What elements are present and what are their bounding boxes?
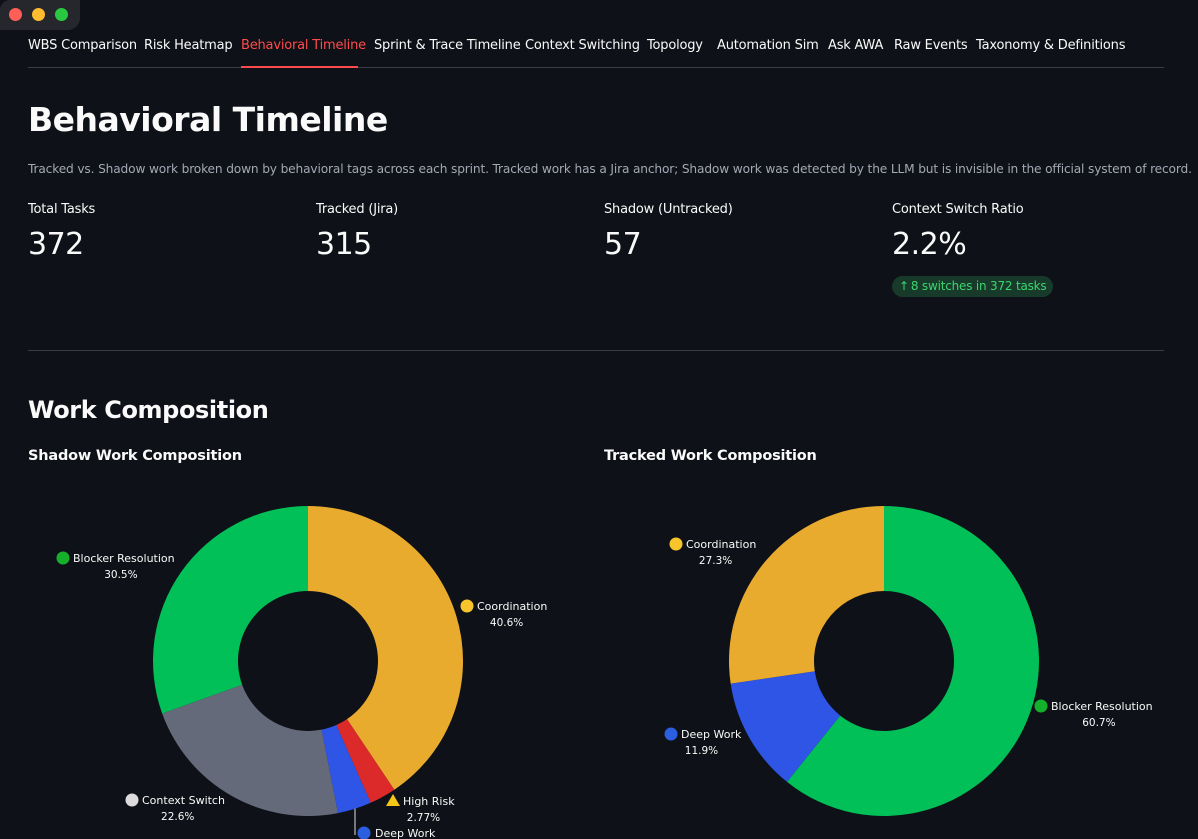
slice-context-switch[interactable] xyxy=(162,684,339,816)
tab-wbs-comparison[interactable]: WBS Comparison xyxy=(28,38,137,53)
slice-percent-coordination: 27.3% xyxy=(699,555,732,567)
tab-sprint-trace-timeline[interactable]: Sprint & Trace Timeline xyxy=(374,38,521,53)
metric-value: 372 xyxy=(28,227,84,262)
page-caption: Tracked vs. Shadow work broken down by b… xyxy=(28,162,1192,176)
slice-coordination[interactable] xyxy=(308,506,463,790)
tab-taxonomy-definitions[interactable]: Taxonomy & Definitions xyxy=(976,38,1126,53)
slice-percent-coordination: 40.6% xyxy=(490,617,523,629)
tab-automation-sim[interactable]: Automation Sim xyxy=(717,38,819,53)
warning-icon xyxy=(386,794,400,806)
metric-label: Total Tasks xyxy=(28,202,96,217)
slice-deep-work[interactable] xyxy=(730,671,841,782)
slice-percent-blocker-resolution: 30.5% xyxy=(104,569,137,581)
blue-circle-icon xyxy=(357,826,371,839)
metric-value: 57 xyxy=(604,227,642,262)
tab-raw-events[interactable]: Raw Events xyxy=(894,38,968,53)
slice-percent-context-switch: 22.6% xyxy=(161,811,194,823)
white-circle-icon xyxy=(125,793,139,807)
maximize-window-icon[interactable] xyxy=(55,8,68,21)
slice-label-context-switch: Context Switch xyxy=(142,794,225,807)
tab-topology[interactable]: Topology xyxy=(647,38,703,53)
metric-total-tasks: Total Tasks 372 xyxy=(28,202,95,262)
delta-text: 8 switches in 372 tasks xyxy=(910,279,1047,293)
shadow-chart-title: Shadow Work Composition xyxy=(28,448,242,464)
metric-label: Context Switch Ratio xyxy=(892,202,1024,217)
slice-label-deep-work: Deep Work xyxy=(375,827,436,839)
yellow-circle-icon xyxy=(460,599,474,613)
active-tab-indicator xyxy=(241,66,358,68)
tab-ask-awa[interactable]: Ask AWA xyxy=(828,38,884,53)
tab-behavioral-timeline[interactable]: Behavioral Timeline xyxy=(241,38,366,53)
page-title: Behavioral Timeline xyxy=(28,100,388,139)
metric-context-switch-ratio: Context Switch Ratio 2.2% xyxy=(892,202,1024,262)
metric-tracked: Tracked (Jira) 315 xyxy=(316,202,398,262)
yellow-circle-icon xyxy=(669,537,683,551)
close-window-icon[interactable] xyxy=(9,8,22,21)
tab-bar: WBS Comparison Risk Heatmap Behavioral T… xyxy=(28,28,1164,68)
tracked-chart-title: Tracked Work Composition xyxy=(604,448,817,464)
slice-label-blocker-resolution: Blocker Resolution xyxy=(73,552,175,565)
blue-circle-icon xyxy=(664,727,678,741)
arrow-up-icon: ↑ xyxy=(899,279,909,293)
metric-value: 315 xyxy=(316,227,372,262)
slice-high-risk[interactable] xyxy=(336,719,395,803)
section-divider xyxy=(28,350,1164,351)
slice-percent-blocker-resolution: 60.7% xyxy=(1082,717,1115,729)
tab-context-switching[interactable]: Context Switching xyxy=(525,38,640,53)
section-title: Work Composition xyxy=(28,396,269,424)
metric-delta-badge: ↑ 8 switches in 372 tasks xyxy=(892,276,1054,297)
metric-value: 2.2% xyxy=(892,227,967,262)
slice-blocker-resolution[interactable] xyxy=(787,506,1039,816)
tab-risk-heatmap[interactable]: Risk Heatmap xyxy=(144,38,233,53)
window-controls xyxy=(0,0,80,30)
slice-label-blocker-resolution: Blocker Resolution xyxy=(1051,700,1153,713)
slice-percent-deep-work: 11.9% xyxy=(685,745,718,757)
metric-shadow: Shadow (Untracked) 57 xyxy=(604,202,733,262)
slice-percent-high-risk: 2.77% xyxy=(407,812,440,824)
slice-label-high-risk: High Risk xyxy=(403,795,455,808)
slice-deep-work[interactable] xyxy=(321,725,371,814)
slice-blocker-resolution[interactable] xyxy=(152,506,308,714)
metric-label: Tracked (Jira) xyxy=(316,202,399,217)
green-circle-icon xyxy=(1034,699,1048,713)
minimize-window-icon[interactable] xyxy=(32,8,45,21)
slice-label-coordination: Coordination xyxy=(477,600,547,613)
slice-coordination[interactable] xyxy=(729,505,884,684)
metric-label: Shadow (Untracked) xyxy=(604,202,733,217)
slice-label-coordination: Coordination xyxy=(686,538,756,551)
slice-label-deep-work: Deep Work xyxy=(681,728,742,741)
green-circle-icon xyxy=(56,551,70,565)
